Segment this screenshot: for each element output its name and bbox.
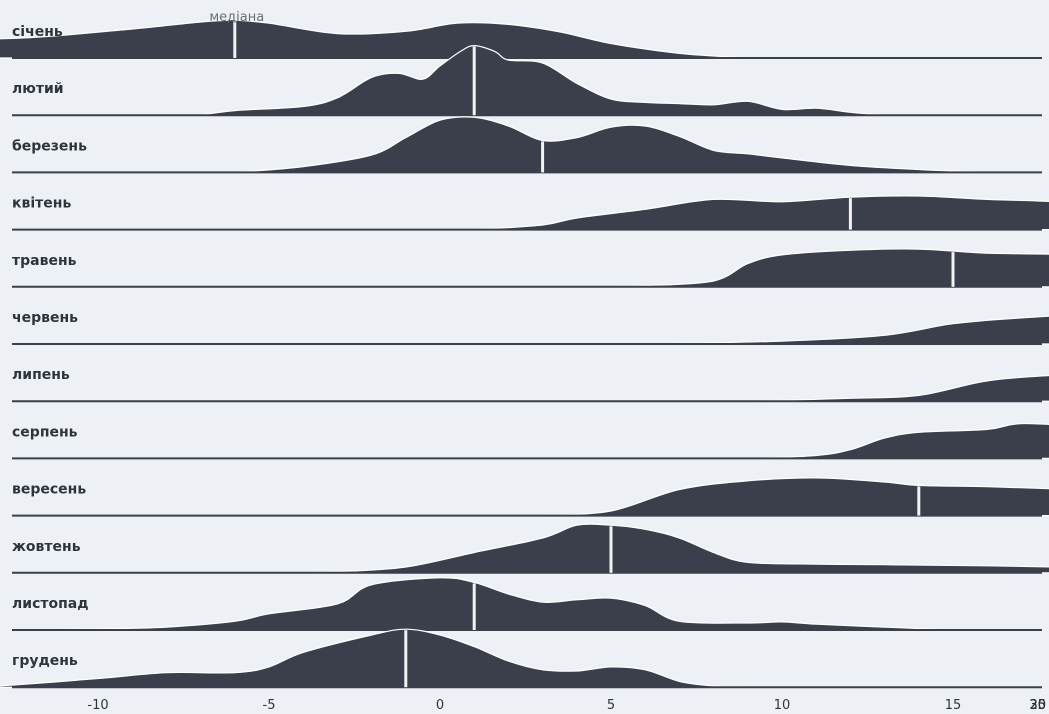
density-area [645, 315, 1049, 345]
density-area [747, 374, 1049, 402]
ridge-11 [12, 577, 1042, 631]
ridge-12 [0, 628, 1042, 689]
x-tick-label: 30 [1029, 698, 1046, 713]
x-tick-label: 15 [945, 698, 962, 713]
density-area [474, 195, 1049, 231]
x-tick-label: 0 [436, 698, 444, 713]
month-label: лютий [12, 81, 64, 97]
x-tick-label: 20 [1029, 698, 1046, 713]
month-label: жовтень [12, 539, 81, 555]
ridges-group [0, 19, 1049, 689]
x-tick-label: 5 [607, 698, 615, 713]
x-tick-label: 35 [1029, 698, 1046, 713]
ridge-5 [12, 248, 1049, 288]
density-area [29, 577, 954, 631]
month-label: червень [12, 310, 78, 326]
density-area [542, 477, 1049, 517]
month-label: липень [12, 367, 70, 383]
ridge-10 [12, 523, 1049, 574]
month-label: травень [12, 253, 77, 269]
density-area [268, 523, 1049, 574]
x-tick-label: 25 [1029, 698, 1046, 713]
ridge-4 [12, 195, 1049, 231]
x-tick-label: -5 [263, 698, 276, 713]
ridge-8 [12, 422, 1049, 460]
month-label: грудень [12, 653, 78, 669]
density-area [200, 44, 885, 116]
ridge-9 [12, 477, 1049, 517]
x-tick-label: -10 [87, 698, 108, 713]
month-label: березень [12, 138, 87, 154]
median-annotation: медіана [209, 10, 264, 25]
month-label: листопад [12, 596, 89, 612]
ridge-7 [12, 374, 1049, 403]
ridge-1 [0, 19, 1042, 59]
density-area [0, 628, 748, 688]
month-label: вересень [12, 482, 86, 498]
density-area [0, 19, 748, 59]
month-label: січень [12, 24, 63, 40]
x-tick-label: 10 [774, 698, 791, 713]
month-label: серпень [12, 424, 78, 440]
month-labels-group: січень лютий березень квітень травень червень… [12, 24, 89, 669]
month-label: квітень [12, 196, 71, 212]
density-area [747, 422, 1049, 459]
ridge-2 [12, 44, 1042, 117]
density-area [234, 116, 988, 173]
ridge-3 [12, 116, 1042, 174]
ridge-6 [12, 315, 1049, 345]
density-area [610, 248, 1049, 288]
